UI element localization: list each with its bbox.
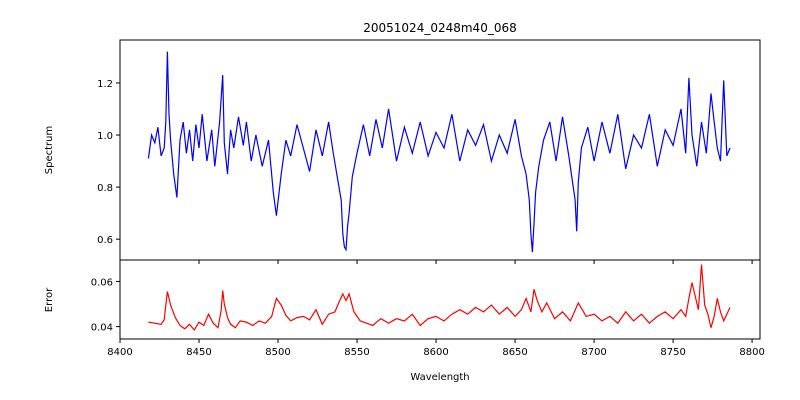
spectrum-panel: 0.6 0.8 1.0 1.2 Spectrum xyxy=(44,39,761,264)
error-line xyxy=(148,264,731,332)
error-y-tick-label: 0.04 xyxy=(91,323,113,334)
spectrum-line xyxy=(147,51,731,253)
x-tick-label: 8750 xyxy=(660,347,685,358)
error-y-tick-label: 0.06 xyxy=(91,277,113,288)
spectrum-y-tick-label: 1.2 xyxy=(97,79,113,90)
x-tick-label: 8800 xyxy=(739,347,764,358)
x-tick-label: 8450 xyxy=(186,347,211,358)
spectrum-y-tick-label: 0.6 xyxy=(97,235,113,246)
x-tick-label: 8500 xyxy=(265,347,290,358)
spectrum-y-axis-label: Spectrum xyxy=(44,126,55,174)
x-axis-label: Wavelength xyxy=(410,372,469,383)
x-tick-label: 8700 xyxy=(581,347,606,358)
chart-title: 20051024_0248m40_068 xyxy=(363,21,516,35)
x-tick-label: 8400 xyxy=(107,347,132,358)
x-tick-label: 8650 xyxy=(502,347,527,358)
x-tick-label: 8550 xyxy=(344,347,369,358)
error-y-axis-label: Error xyxy=(44,287,55,312)
spectrum-y-tick-label: 1.0 xyxy=(97,131,113,142)
spectrum-y-tick-label: 0.8 xyxy=(97,183,113,194)
error-panel: 0.04 0.06 8400 8450 8500 8550 8600 8650 8700 875… xyxy=(44,259,765,383)
error-plot-frame xyxy=(119,259,761,340)
x-tick-label: 8600 xyxy=(423,347,448,358)
